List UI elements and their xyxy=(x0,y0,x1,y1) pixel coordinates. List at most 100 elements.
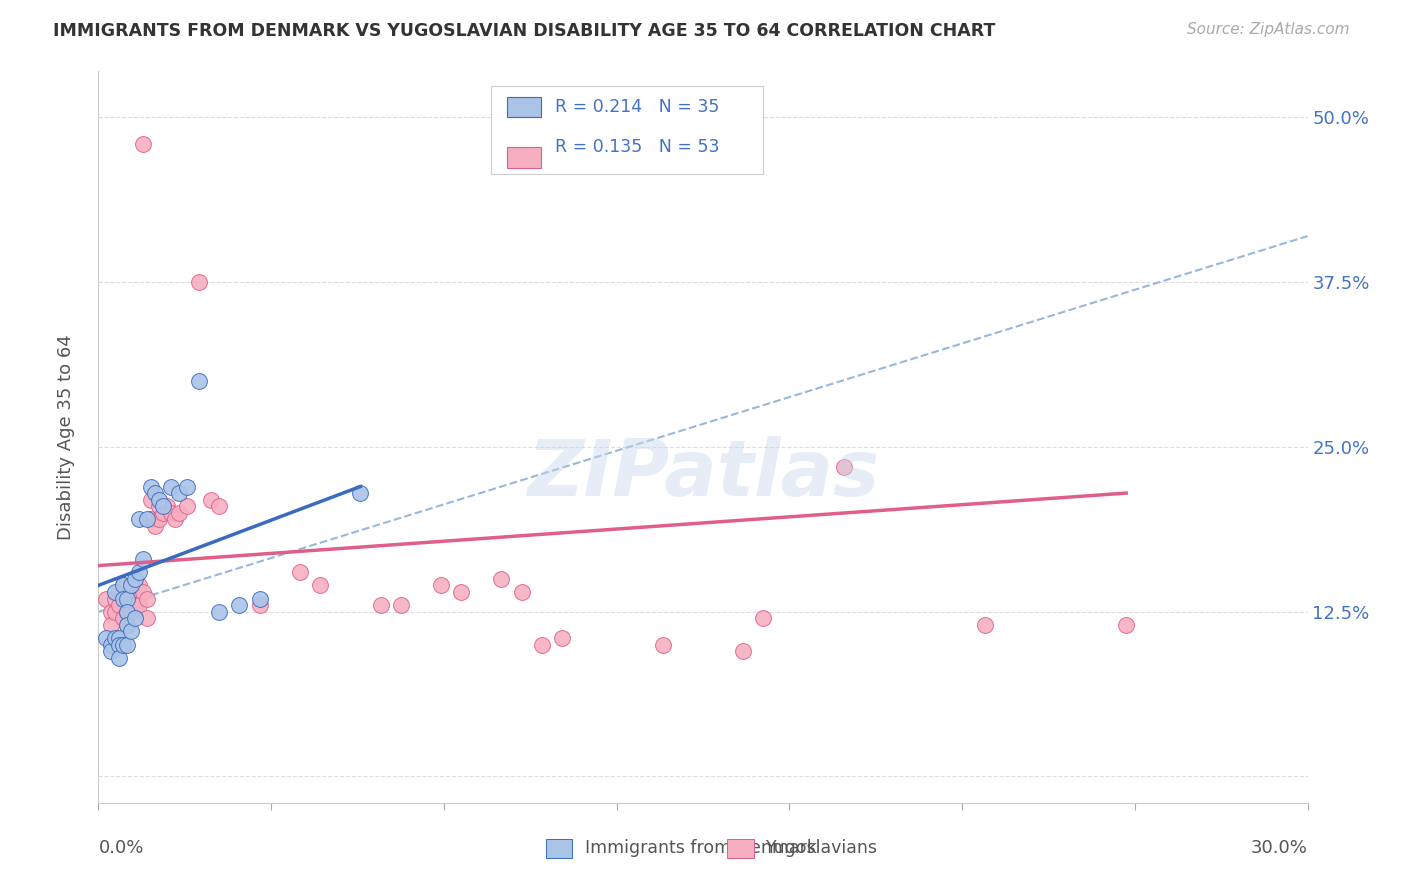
Text: ZIPatlas: ZIPatlas xyxy=(527,435,879,512)
Point xyxy=(115,591,138,606)
Point xyxy=(111,578,134,592)
Point xyxy=(115,618,138,632)
Point xyxy=(249,598,271,612)
Point xyxy=(120,605,142,619)
FancyBboxPatch shape xyxy=(508,147,541,168)
Point xyxy=(111,578,134,592)
Text: Immigrants from Denmark: Immigrants from Denmark xyxy=(585,839,817,857)
FancyBboxPatch shape xyxy=(492,86,763,174)
Point xyxy=(100,644,122,658)
Point xyxy=(96,631,118,645)
Point xyxy=(124,598,146,612)
Point xyxy=(752,611,775,625)
Text: R = 0.214   N = 35: R = 0.214 N = 35 xyxy=(555,98,720,116)
Point xyxy=(103,591,125,606)
Point xyxy=(100,605,122,619)
Point xyxy=(200,492,222,507)
Point xyxy=(135,591,157,606)
Point xyxy=(832,459,855,474)
Point xyxy=(163,512,186,526)
Point xyxy=(152,506,174,520)
FancyBboxPatch shape xyxy=(727,839,754,858)
Point xyxy=(100,618,122,632)
Point xyxy=(152,500,174,514)
Point xyxy=(188,374,211,388)
Point xyxy=(139,492,162,507)
Point xyxy=(111,591,134,606)
Text: R = 0.135   N = 53: R = 0.135 N = 53 xyxy=(555,138,720,156)
Point xyxy=(107,638,129,652)
Point xyxy=(132,585,155,599)
Point xyxy=(551,631,574,645)
Point xyxy=(450,585,472,599)
Point xyxy=(309,578,332,592)
Point xyxy=(143,519,166,533)
Point xyxy=(148,512,170,526)
Point xyxy=(120,578,142,592)
Point xyxy=(107,650,129,665)
Text: IMMIGRANTS FROM DENMARK VS YUGOSLAVIAN DISABILITY AGE 35 TO 64 CORRELATION CHART: IMMIGRANTS FROM DENMARK VS YUGOSLAVIAN D… xyxy=(53,22,995,40)
Point xyxy=(111,611,134,625)
Point xyxy=(249,591,271,606)
Point xyxy=(132,552,155,566)
Point xyxy=(128,598,150,612)
Point xyxy=(208,500,231,514)
Point xyxy=(103,585,125,599)
Point xyxy=(188,275,211,289)
Point xyxy=(124,578,146,592)
Point xyxy=(100,638,122,652)
Point xyxy=(176,479,198,493)
Y-axis label: Disability Age 35 to 64: Disability Age 35 to 64 xyxy=(56,334,75,540)
Point xyxy=(148,500,170,514)
Point xyxy=(143,486,166,500)
Point xyxy=(115,591,138,606)
FancyBboxPatch shape xyxy=(508,97,541,118)
Point xyxy=(120,624,142,639)
FancyBboxPatch shape xyxy=(546,839,572,858)
Point xyxy=(530,638,553,652)
Point xyxy=(430,578,453,592)
Text: Yugoslavians: Yugoslavians xyxy=(766,839,877,857)
Point xyxy=(651,638,673,652)
Point xyxy=(148,492,170,507)
Point xyxy=(228,598,250,612)
Point xyxy=(107,631,129,645)
Point xyxy=(132,136,155,151)
Point xyxy=(288,565,311,579)
Point xyxy=(156,500,179,514)
Point xyxy=(107,598,129,612)
Point xyxy=(111,638,134,652)
Point xyxy=(389,598,412,612)
Point xyxy=(167,506,190,520)
Point xyxy=(124,611,146,625)
Point xyxy=(128,565,150,579)
Point xyxy=(107,585,129,599)
Text: 0.0%: 0.0% xyxy=(98,839,143,857)
Point xyxy=(208,605,231,619)
Point xyxy=(510,585,533,599)
Point xyxy=(135,611,157,625)
Point xyxy=(139,479,162,493)
Point xyxy=(128,512,150,526)
Point xyxy=(96,591,118,606)
Point xyxy=(120,591,142,606)
Point xyxy=(103,631,125,645)
Point xyxy=(176,500,198,514)
Point xyxy=(115,618,138,632)
Point xyxy=(974,618,997,632)
Point xyxy=(160,506,183,520)
Point xyxy=(124,572,146,586)
Point xyxy=(128,578,150,592)
Point xyxy=(103,605,125,619)
Point xyxy=(115,605,138,619)
Point xyxy=(1115,618,1137,632)
Point xyxy=(115,605,138,619)
Point xyxy=(135,512,157,526)
Point xyxy=(160,479,183,493)
Point xyxy=(115,638,138,652)
Point xyxy=(167,486,190,500)
Point xyxy=(733,644,755,658)
Text: Source: ZipAtlas.com: Source: ZipAtlas.com xyxy=(1187,22,1350,37)
Point xyxy=(370,598,392,612)
Text: 30.0%: 30.0% xyxy=(1251,839,1308,857)
